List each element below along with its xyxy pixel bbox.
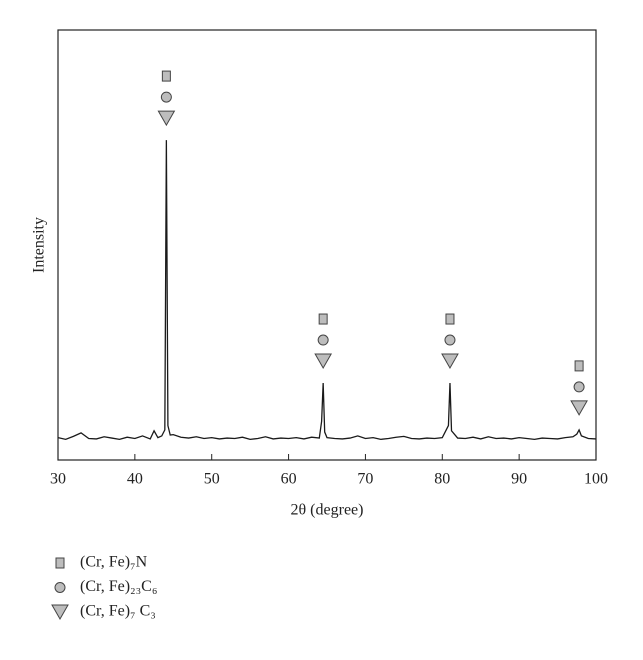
legend-label: (Cr, Fe)₇N: [80, 554, 148, 571]
phase-marker: [318, 313, 328, 325]
legend-symbol: [55, 557, 65, 569]
phase-marker: [573, 381, 585, 393]
phase-marker: [445, 313, 455, 325]
phase-marker: [574, 360, 584, 372]
x-tick-label: 80: [434, 471, 450, 488]
x-tick-label: 60: [281, 471, 297, 488]
phase-marker: [441, 353, 459, 370]
x-tick-label: 90: [511, 471, 527, 488]
phase-marker: [160, 91, 172, 103]
x-tick-label: 30: [50, 471, 66, 488]
x-tick-label: 50: [204, 471, 220, 488]
phase-marker: [570, 400, 588, 416]
plot-frame: [57, 29, 597, 461]
phase-marker: [161, 70, 171, 82]
legend-label: (Cr, Fe)₂₃C₆: [80, 578, 157, 595]
x-tick-label: 70: [357, 471, 373, 488]
legend-symbol: [51, 604, 69, 621]
xrd-pattern: [57, 140, 597, 441]
legend-symbol: [54, 582, 66, 593]
phase-marker: [157, 110, 176, 127]
y-axis-label: Intensity: [31, 217, 48, 273]
phase-marker: [317, 334, 329, 346]
x-tick-label: 40: [127, 471, 143, 488]
x-axis-label: 2θ (degree): [291, 502, 364, 519]
x-tick-label: 100: [584, 471, 608, 488]
phase-marker: [314, 353, 333, 370]
phase-marker: [444, 334, 456, 346]
legend-label: (Cr, Fe)₇ C₃: [80, 603, 156, 620]
